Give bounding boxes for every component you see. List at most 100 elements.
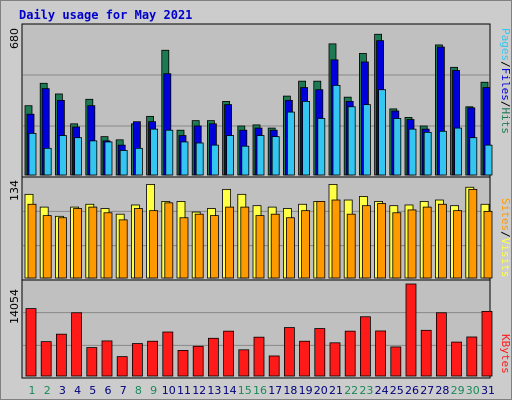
- pages-label: Pages: [499, 28, 512, 61]
- pages-bar: [89, 140, 98, 176]
- middle-axis-label: Sites/Visits: [499, 198, 512, 278]
- pages-bar: [241, 145, 250, 176]
- day-label: 25: [390, 384, 404, 397]
- kbytes-bar: [131, 343, 143, 377]
- day-label: 1: [29, 384, 36, 397]
- pages-bar: [180, 141, 189, 176]
- day-label: 31: [481, 384, 495, 397]
- pages-bar: [438, 130, 447, 176]
- kbytes-bar: [40, 341, 52, 377]
- pages-bar: [59, 135, 67, 176]
- day-label: 30: [466, 384, 480, 397]
- pages-bar: [43, 147, 52, 176]
- sites-bar: [73, 208, 82, 279]
- pages-bar: [286, 111, 295, 176]
- kbytes-bar: [223, 330, 235, 377]
- kbytes-bar: [268, 355, 280, 377]
- sites-bar: [103, 212, 113, 279]
- bottom-max-label: 14054: [8, 289, 21, 324]
- kbytes-bar: [344, 330, 356, 377]
- pages-bar: [423, 131, 432, 176]
- kbytes-bar: [207, 337, 219, 377]
- kbytes-bar: [359, 316, 371, 377]
- pages-bar: [150, 128, 159, 176]
- kbytes-bar: [435, 312, 447, 377]
- day-label: 16: [253, 384, 267, 397]
- sites-bar: [316, 201, 326, 279]
- kbytes-bar: [283, 327, 295, 377]
- sites-bar: [377, 203, 387, 279]
- day-label: 11: [177, 384, 191, 397]
- kbytes-bar: [101, 340, 113, 377]
- sites-bar: [240, 206, 250, 279]
- pages-bar: [134, 147, 143, 176]
- day-label: 20: [314, 384, 328, 397]
- day-label: 12: [192, 384, 206, 397]
- pages-bar: [378, 89, 387, 176]
- day-label: 23: [359, 384, 373, 397]
- visits-label: Visits: [499, 238, 512, 278]
- day-label: 22: [344, 384, 358, 397]
- day-label: 10: [162, 384, 176, 397]
- kbytes-bar: [177, 350, 189, 377]
- kbytes-bar: [375, 330, 387, 377]
- hits-label: Hits: [499, 108, 512, 135]
- day-label: 27: [420, 384, 434, 397]
- pages-bar: [119, 150, 128, 176]
- kbytes-bar: [56, 333, 67, 377]
- sites-bar: [42, 215, 52, 279]
- sites-bar: [194, 213, 204, 279]
- kbytes-bar: [466, 336, 478, 377]
- sites-bar: [331, 199, 341, 279]
- day-label: 21: [329, 384, 343, 397]
- kbytes-bar: [405, 283, 417, 377]
- kbytes-bar: [314, 328, 326, 377]
- axis-separator: /: [499, 61, 512, 68]
- sites-bar: [164, 202, 174, 279]
- kbytes-bar: [238, 349, 250, 377]
- sites-bar: [422, 206, 432, 279]
- day-labels: 1 2 3 4 5 6 7 8 9 10 11 12 13 14 15 16 17 18 19 20 21 22 23 24 2…: [29, 384, 496, 397]
- kbytes-bar: [451, 341, 463, 377]
- sites-bar: [209, 215, 219, 279]
- pages-bar: [28, 133, 37, 176]
- sites-bar: [133, 208, 143, 279]
- sites-bar: [149, 210, 159, 279]
- axis-separator: /: [499, 101, 512, 108]
- sites-bar: [361, 205, 371, 279]
- sites-visits-panel: [21, 176, 493, 281]
- chart-title: Daily usage for May 2021: [19, 8, 192, 22]
- day-label: 6: [105, 384, 112, 397]
- kbytes-bar: [253, 336, 265, 377]
- day-label: 19: [299, 384, 313, 397]
- sites-bar: [407, 209, 417, 279]
- day-label: 17: [268, 384, 282, 397]
- kbytes-bar: [25, 308, 37, 377]
- sites-bar: [468, 188, 478, 279]
- sites-bar: [27, 203, 37, 279]
- sites-bar: [118, 219, 128, 279]
- pages-bar: [195, 142, 204, 176]
- pages-bar: [271, 136, 280, 176]
- day-label: 4: [74, 384, 81, 397]
- pages-bar: [104, 141, 113, 176]
- sites-bar: [225, 206, 235, 279]
- kbytes-bar: [299, 340, 311, 377]
- middle-max-label: 134: [8, 180, 21, 201]
- day-label: 5: [89, 384, 96, 397]
- sites-bar: [285, 217, 295, 279]
- pages-bar: [210, 144, 219, 176]
- pages-bar: [226, 135, 235, 176]
- pages-bar: [362, 104, 371, 176]
- pages-bar: [484, 144, 493, 176]
- pages-bar: [393, 118, 402, 176]
- bottom-axis-label: KBytes: [499, 334, 512, 374]
- sites-bar: [58, 217, 67, 279]
- kbytes-bar: [481, 310, 493, 377]
- pages-bar: [256, 135, 265, 176]
- kbytes-panel: [21, 279, 493, 379]
- day-label: 24: [375, 384, 389, 397]
- day-label: 14: [223, 384, 237, 397]
